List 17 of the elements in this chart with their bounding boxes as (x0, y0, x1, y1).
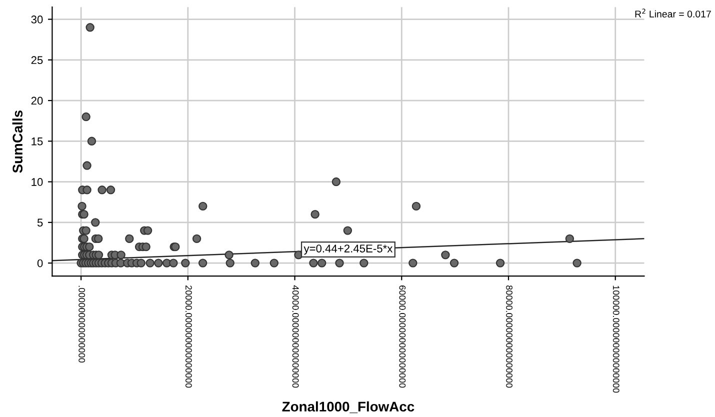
x-axis-title: Zonal1000_FlowAcc (282, 401, 414, 414)
y-tick-label: 20 (31, 96, 43, 105)
y-tick-label: 10 (32, 178, 43, 186)
y-axis-title: SumCalls (12, 110, 23, 173)
x-tick-label: 80000.000000000000000 (506, 285, 512, 388)
x-tick-label: 60000.000000000000000 (399, 286, 406, 388)
annotation: R$^{2}$ Linear = 0.017 (635, 8, 711, 18)
x-tick-label: .000000000000000 (78, 286, 86, 363)
y-tick-label: 0 (37, 259, 43, 268)
x-tick-label: 20000.000000000000000 (185, 286, 192, 388)
y-tick-label: 15 (32, 138, 43, 146)
y-tick-label: 30 (31, 16, 43, 24)
x-tick-label: 40000.000000000000000 (292, 285, 299, 388)
x-tick-label: 100000.000000000000000 (612, 286, 620, 393)
y-tick-label: 5 (37, 218, 43, 227)
annotation: y=0.44+2.45E-5*x (304, 244, 393, 255)
y-tick-label: 25 (31, 56, 43, 64)
